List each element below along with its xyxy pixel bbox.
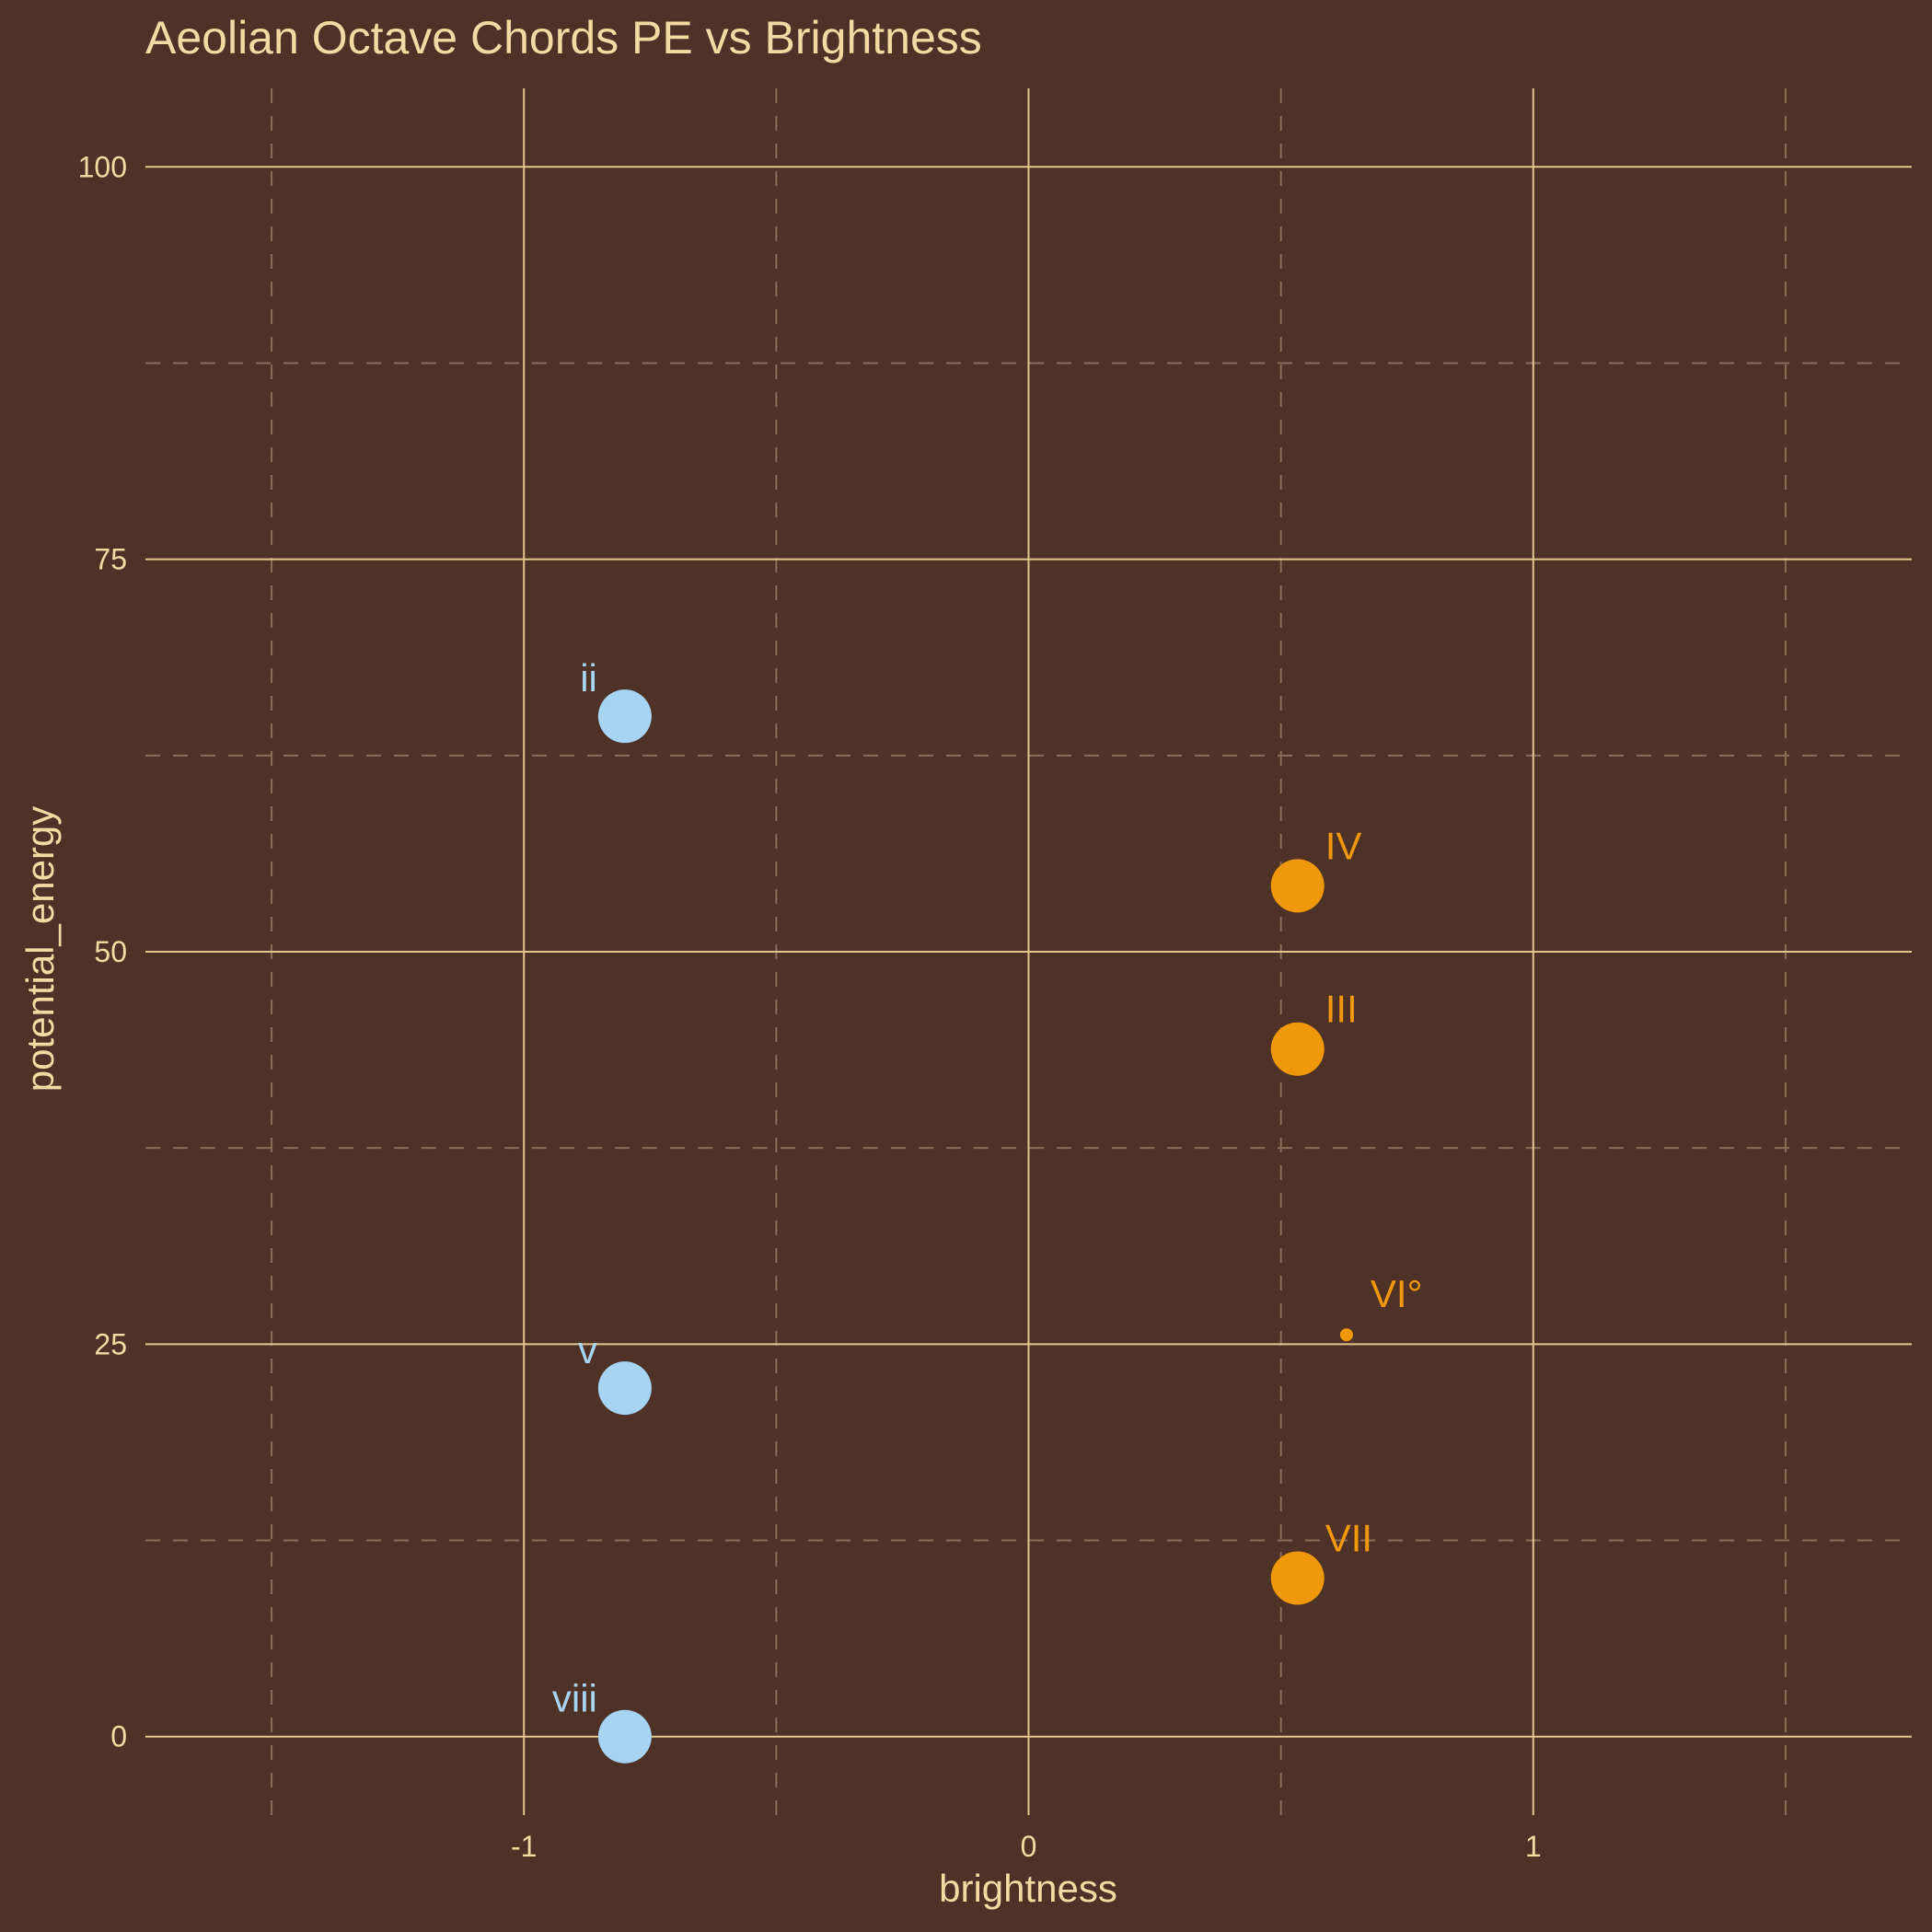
data-point-label: ii: [580, 656, 597, 700]
y-tick-label: 75: [94, 543, 127, 576]
data-point-label: viii: [552, 1677, 597, 1720]
data-point-label: IV: [1325, 824, 1362, 867]
x-tick-label: 1: [1525, 1830, 1542, 1863]
data-point-labels: ii v viii IV III VI° VII: [552, 656, 1423, 1720]
data-point: [1270, 1022, 1325, 1076]
data-point-label: VII: [1325, 1516, 1372, 1559]
y-tick-label: 50: [94, 935, 127, 968]
data-point-label: v: [578, 1328, 597, 1371]
major-gridlines: [145, 88, 1912, 1815]
y-tick-label: 100: [78, 150, 127, 183]
y-tick-label: 25: [94, 1327, 127, 1360]
data-point: [1339, 1328, 1353, 1342]
data-point: [597, 689, 652, 744]
data-point-label: III: [1325, 988, 1358, 1031]
data-point-label: VI°: [1371, 1272, 1422, 1315]
x-tick-label: 0: [1021, 1830, 1037, 1863]
y-tick-label: 0: [110, 1720, 127, 1753]
data-point: [597, 1361, 652, 1416]
data-point: [597, 1709, 652, 1764]
y-axis-title: potential_energy: [18, 806, 62, 1093]
x-axis-tick-labels: -1 0 1: [511, 1830, 1542, 1863]
y-axis-tick-labels: 0 25 50 75 100: [78, 150, 127, 1753]
data-point: [1270, 859, 1325, 913]
data-point: [1270, 1551, 1325, 1605]
data-points: [597, 689, 1353, 1764]
x-tick-label: -1: [511, 1830, 537, 1863]
x-axis-title: brightness: [939, 1867, 1117, 1910]
chart-title: Aeolian Octave Chords PE vs Brightness: [145, 12, 982, 64]
